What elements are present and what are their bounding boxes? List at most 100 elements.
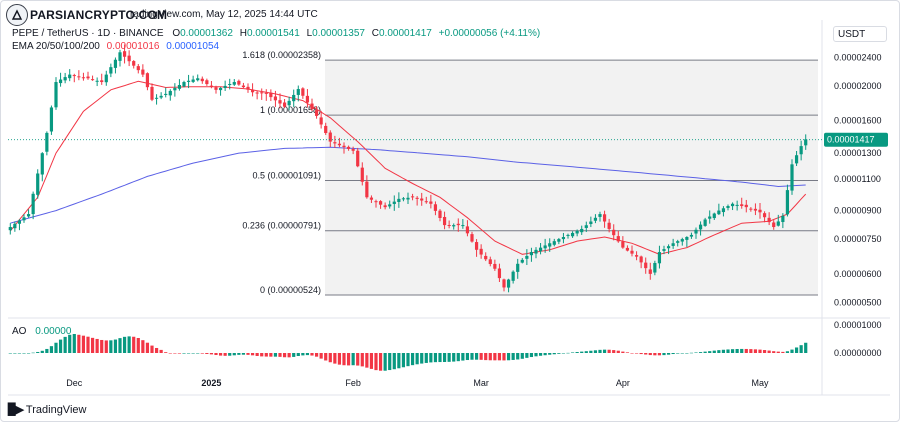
candle-body	[100, 80, 104, 83]
ao-bar	[740, 348, 744, 353]
ao-bar	[182, 353, 186, 354]
ao-bar	[228, 353, 232, 356]
candle-body	[164, 93, 168, 95]
candle-body	[749, 208, 753, 210]
candle-body	[726, 206, 730, 208]
ao-bar	[785, 351, 790, 353]
candle-body	[689, 234, 694, 237]
ao-bar	[13, 353, 17, 354]
candle-body	[232, 82, 236, 85]
x-tick-label: Dec	[66, 378, 83, 388]
candle-body	[538, 247, 543, 252]
candle-body	[703, 219, 707, 226]
ao-bar	[758, 349, 762, 353]
ao-bar	[767, 350, 771, 353]
candle-body	[81, 77, 86, 79]
ao-bar	[602, 349, 607, 353]
candle-body	[410, 196, 415, 198]
ao-bar	[287, 353, 291, 358]
ao-value: 0.00000	[35, 326, 72, 337]
ao-bar	[511, 353, 515, 360]
candle-body	[557, 239, 561, 242]
candle-body	[561, 237, 566, 240]
candle-body	[388, 204, 392, 207]
x-tick-label: Mar	[473, 378, 489, 388]
ao-bar	[749, 349, 753, 353]
candle-body	[584, 225, 588, 228]
candle-body	[104, 74, 108, 83]
candle-body	[543, 245, 547, 249]
ao-bar	[346, 353, 351, 366]
candle-body	[223, 85, 227, 89]
candle-body	[68, 74, 72, 79]
ao-bar	[721, 349, 726, 353]
candle-body	[63, 77, 67, 81]
candle-body	[287, 100, 291, 106]
candle-body	[653, 262, 657, 273]
ao-bar	[410, 353, 415, 366]
candle-body	[442, 216, 447, 226]
candle-body	[378, 201, 383, 205]
candle-body	[8, 227, 12, 231]
ao-bar	[314, 353, 319, 357]
candle-body	[177, 84, 182, 89]
ao-bar	[401, 353, 406, 368]
currency-selector[interactable]: USDT	[833, 26, 887, 42]
ao-bar	[191, 353, 195, 354]
ao-bar	[598, 349, 602, 353]
candle-body	[497, 268, 502, 279]
ao-bar	[310, 353, 314, 356]
candle-body	[772, 222, 776, 228]
candle-body	[278, 100, 282, 104]
ao-bar	[694, 352, 698, 353]
open-value: 0.00001362	[180, 28, 233, 39]
ao-bar	[260, 353, 264, 357]
footer-brand[interactable]: ▉▶ TradingView	[8, 403, 87, 417]
ema-legend[interactable]: EMA 20/50/100/200 0.00001016 0.00001054	[12, 41, 219, 52]
candle-body	[260, 92, 264, 94]
candle-body	[40, 153, 44, 175]
ao-bar	[708, 351, 712, 353]
x-tick-label: Feb	[345, 378, 361, 388]
footer-brand-text: TradingView	[25, 403, 87, 416]
ao-bar	[246, 353, 250, 355]
ao-legend[interactable]: AO 0.00000	[12, 326, 71, 337]
candle-body	[333, 142, 337, 144]
candle-body	[438, 210, 442, 218]
ao-bar	[406, 353, 410, 367]
candle-body	[54, 82, 58, 108]
candle-body	[45, 132, 49, 152]
candle-body	[506, 279, 511, 288]
candle-body	[525, 255, 529, 259]
candle-body	[794, 155, 799, 164]
ao-bar	[269, 353, 273, 357]
candle-body	[580, 228, 584, 233]
candle-body	[634, 255, 639, 257]
candle-body	[200, 78, 204, 82]
watermark-logo: PARSIANCRYPTO.COM	[6, 4, 171, 26]
candle-body	[433, 204, 438, 211]
ao-bar	[557, 353, 561, 354]
ao-bar	[474, 353, 479, 360]
candle-body	[648, 269, 652, 274]
ao-bar	[762, 350, 767, 353]
logo-mark-icon	[6, 4, 28, 26]
ao-bar	[81, 335, 86, 353]
candle-body	[712, 213, 716, 219]
symbol-label[interactable]: PEPE / TetherUS · 1D · BINANCE	[12, 28, 164, 39]
candle-body	[168, 90, 172, 96]
ao-bar	[109, 340, 113, 353]
ao-bar	[424, 353, 428, 363]
ao-bar	[726, 349, 730, 353]
candle-body	[77, 76, 81, 78]
candle-body	[721, 208, 726, 213]
candle-body	[570, 232, 575, 237]
ao-bar	[200, 353, 204, 354]
y-tick-label: 0.00001100	[834, 174, 881, 184]
ao-bar	[292, 353, 296, 357]
candle-body	[301, 88, 305, 96]
ao-bar	[250, 353, 255, 356]
candle-body	[49, 107, 54, 132]
x-tick-label: Apr	[616, 378, 630, 388]
